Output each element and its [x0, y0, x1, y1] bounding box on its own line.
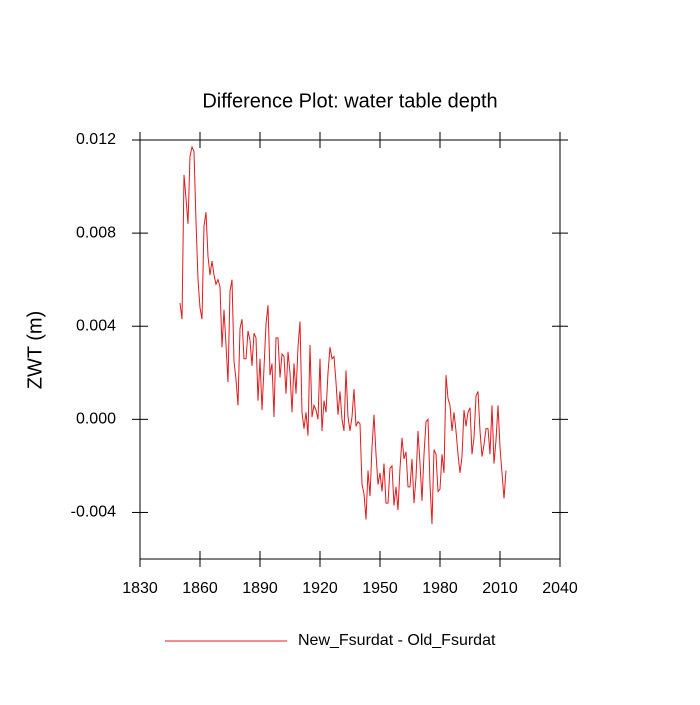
x-tick-label: 1860	[182, 580, 218, 597]
y-tick-label: -0.004	[71, 504, 116, 521]
y-tick-label: 0.000	[76, 411, 116, 428]
plot-frame	[139, 139, 561, 560]
x-tick-label: 1830	[122, 580, 158, 597]
x-tick-label: 1920	[302, 580, 338, 597]
data-line	[179, 145, 507, 525]
x-tick-label: 2010	[482, 580, 518, 597]
legend-label: New_Fsurdat - Old_Fsurdat	[298, 632, 496, 649]
y-tick-label: 0.004	[76, 317, 116, 334]
y-tick-label: 0.008	[76, 224, 116, 241]
x-tick-label: 2040	[542, 580, 578, 597]
x-tick-label: 1950	[362, 580, 398, 597]
x-tick-label: 1980	[422, 580, 458, 597]
y-tick-label: 0.012	[76, 131, 116, 148]
x-tick-label: 1890	[242, 580, 278, 597]
y-axis-label: ZWT (m)	[24, 311, 46, 390]
chart-title: Difference Plot: water table depth	[202, 90, 497, 112]
